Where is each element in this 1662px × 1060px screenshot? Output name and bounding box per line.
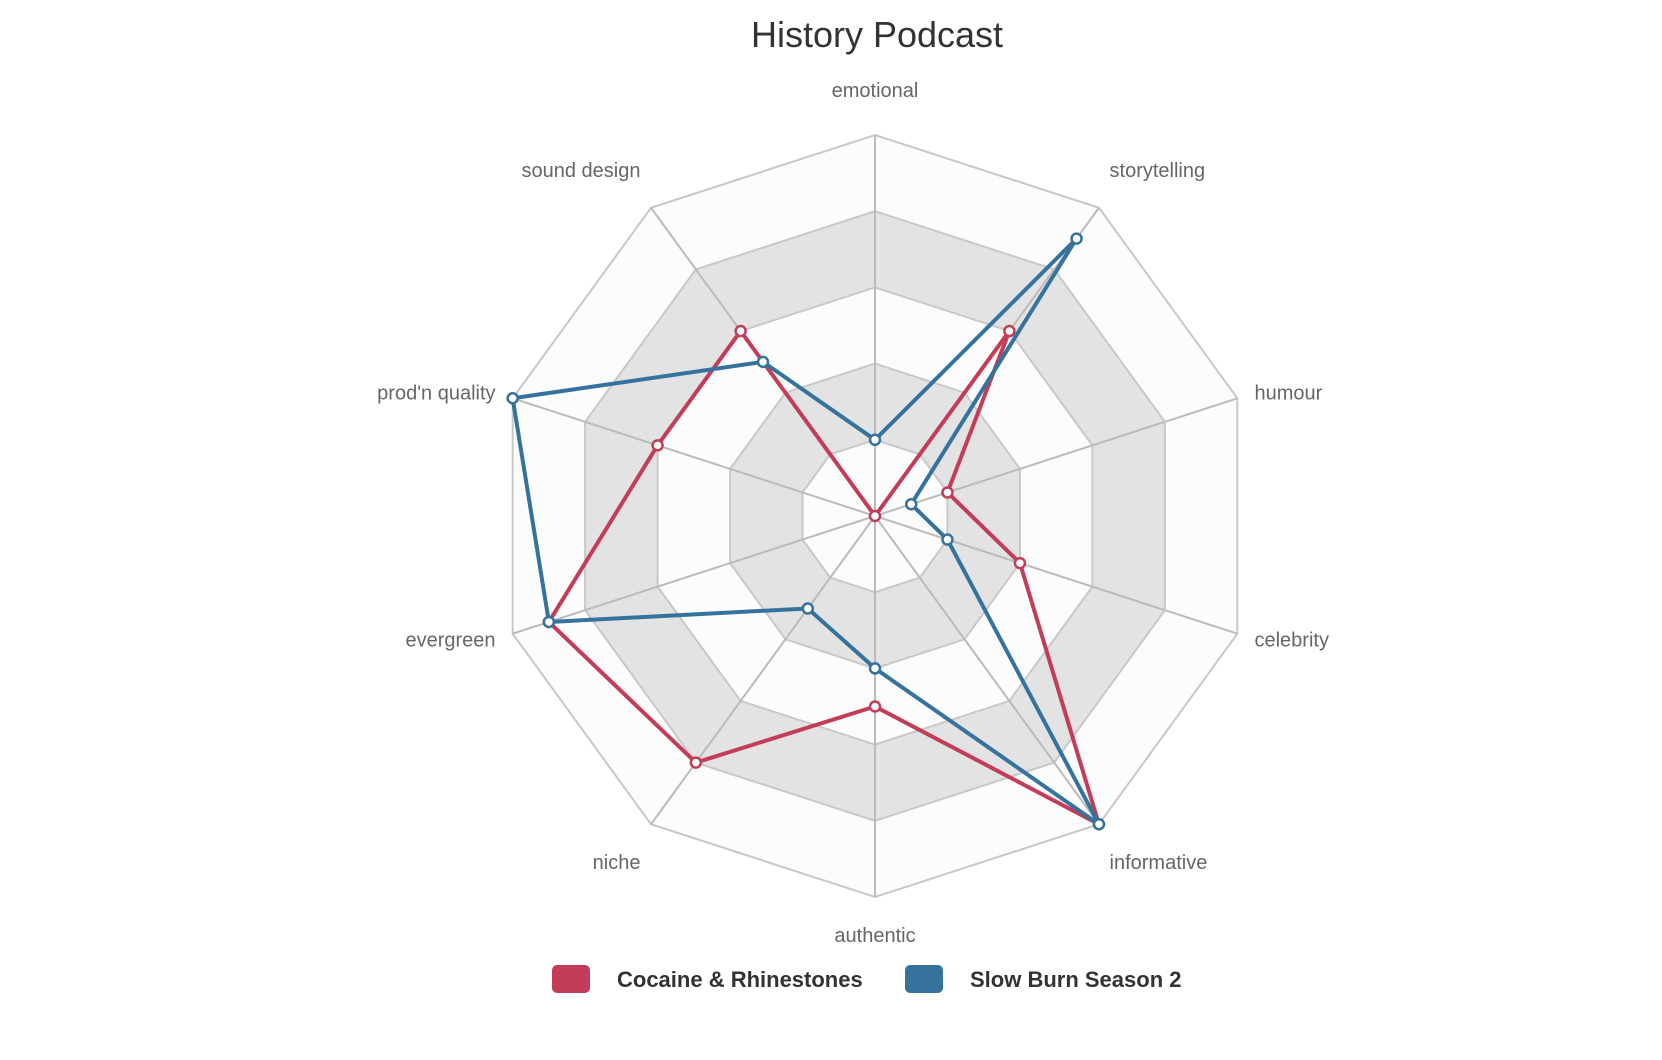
data-series xyxy=(506,232,1106,831)
data-point[interactable] xyxy=(1013,556,1027,570)
data-point[interactable] xyxy=(506,392,519,405)
data-point[interactable] xyxy=(1092,817,1106,831)
data-point[interactable] xyxy=(904,497,918,511)
axis-label: authentic xyxy=(834,925,915,947)
axis-label: informative xyxy=(1110,852,1208,874)
spoke-line xyxy=(874,397,1238,517)
axis-label: prod'n quality xyxy=(377,383,495,405)
data-point[interactable] xyxy=(868,700,882,713)
data-point[interactable] xyxy=(734,324,747,338)
legend-swatch-red xyxy=(552,965,590,993)
data-point[interactable] xyxy=(941,533,954,546)
axis-label: celebrity xyxy=(1254,629,1328,651)
axis-label: evergreen xyxy=(405,629,495,651)
spoke-line xyxy=(512,515,876,635)
legend-swatch-blue xyxy=(905,965,943,993)
data-point[interactable] xyxy=(868,509,882,523)
legend: Cocaine & Rhinestones Slow Burn Season 2 xyxy=(552,965,1182,993)
data-point[interactable] xyxy=(689,756,703,769)
spoke-line xyxy=(874,515,1238,635)
axis-label: niche xyxy=(593,852,641,874)
data-point[interactable] xyxy=(756,355,770,369)
legend-item-cocaine-rhinestones[interactable]: Cocaine & Rhinestones xyxy=(552,965,863,993)
spoke-line xyxy=(874,515,1100,825)
data-point[interactable] xyxy=(868,662,882,675)
legend-label: Slow Burn Season 2 xyxy=(970,967,1182,992)
data-point[interactable] xyxy=(651,439,664,452)
data-point[interactable] xyxy=(542,615,556,629)
axis-label: emotional xyxy=(832,80,919,102)
data-point[interactable] xyxy=(1003,324,1016,338)
axis-label: storytelling xyxy=(1110,160,1206,182)
data-point[interactable] xyxy=(801,602,815,615)
series-0 xyxy=(542,324,1106,831)
axis-label: humour xyxy=(1254,383,1322,405)
spoke-line xyxy=(650,515,876,825)
chart-title: History Podcast xyxy=(751,14,1003,55)
axis-labels: emotional storytelling humour celebrity info… xyxy=(377,80,1329,947)
legend-label: Cocaine & Rhinestones xyxy=(617,967,863,992)
legend-item-slow-burn[interactable]: Slow Burn Season 2 xyxy=(905,965,1182,993)
data-point[interactable] xyxy=(868,433,882,447)
spoke-line xyxy=(512,397,876,517)
axis-label: sound design xyxy=(521,160,640,182)
data-point[interactable] xyxy=(941,486,954,499)
series-1 xyxy=(506,232,1106,831)
data-point[interactable] xyxy=(1070,232,1083,245)
